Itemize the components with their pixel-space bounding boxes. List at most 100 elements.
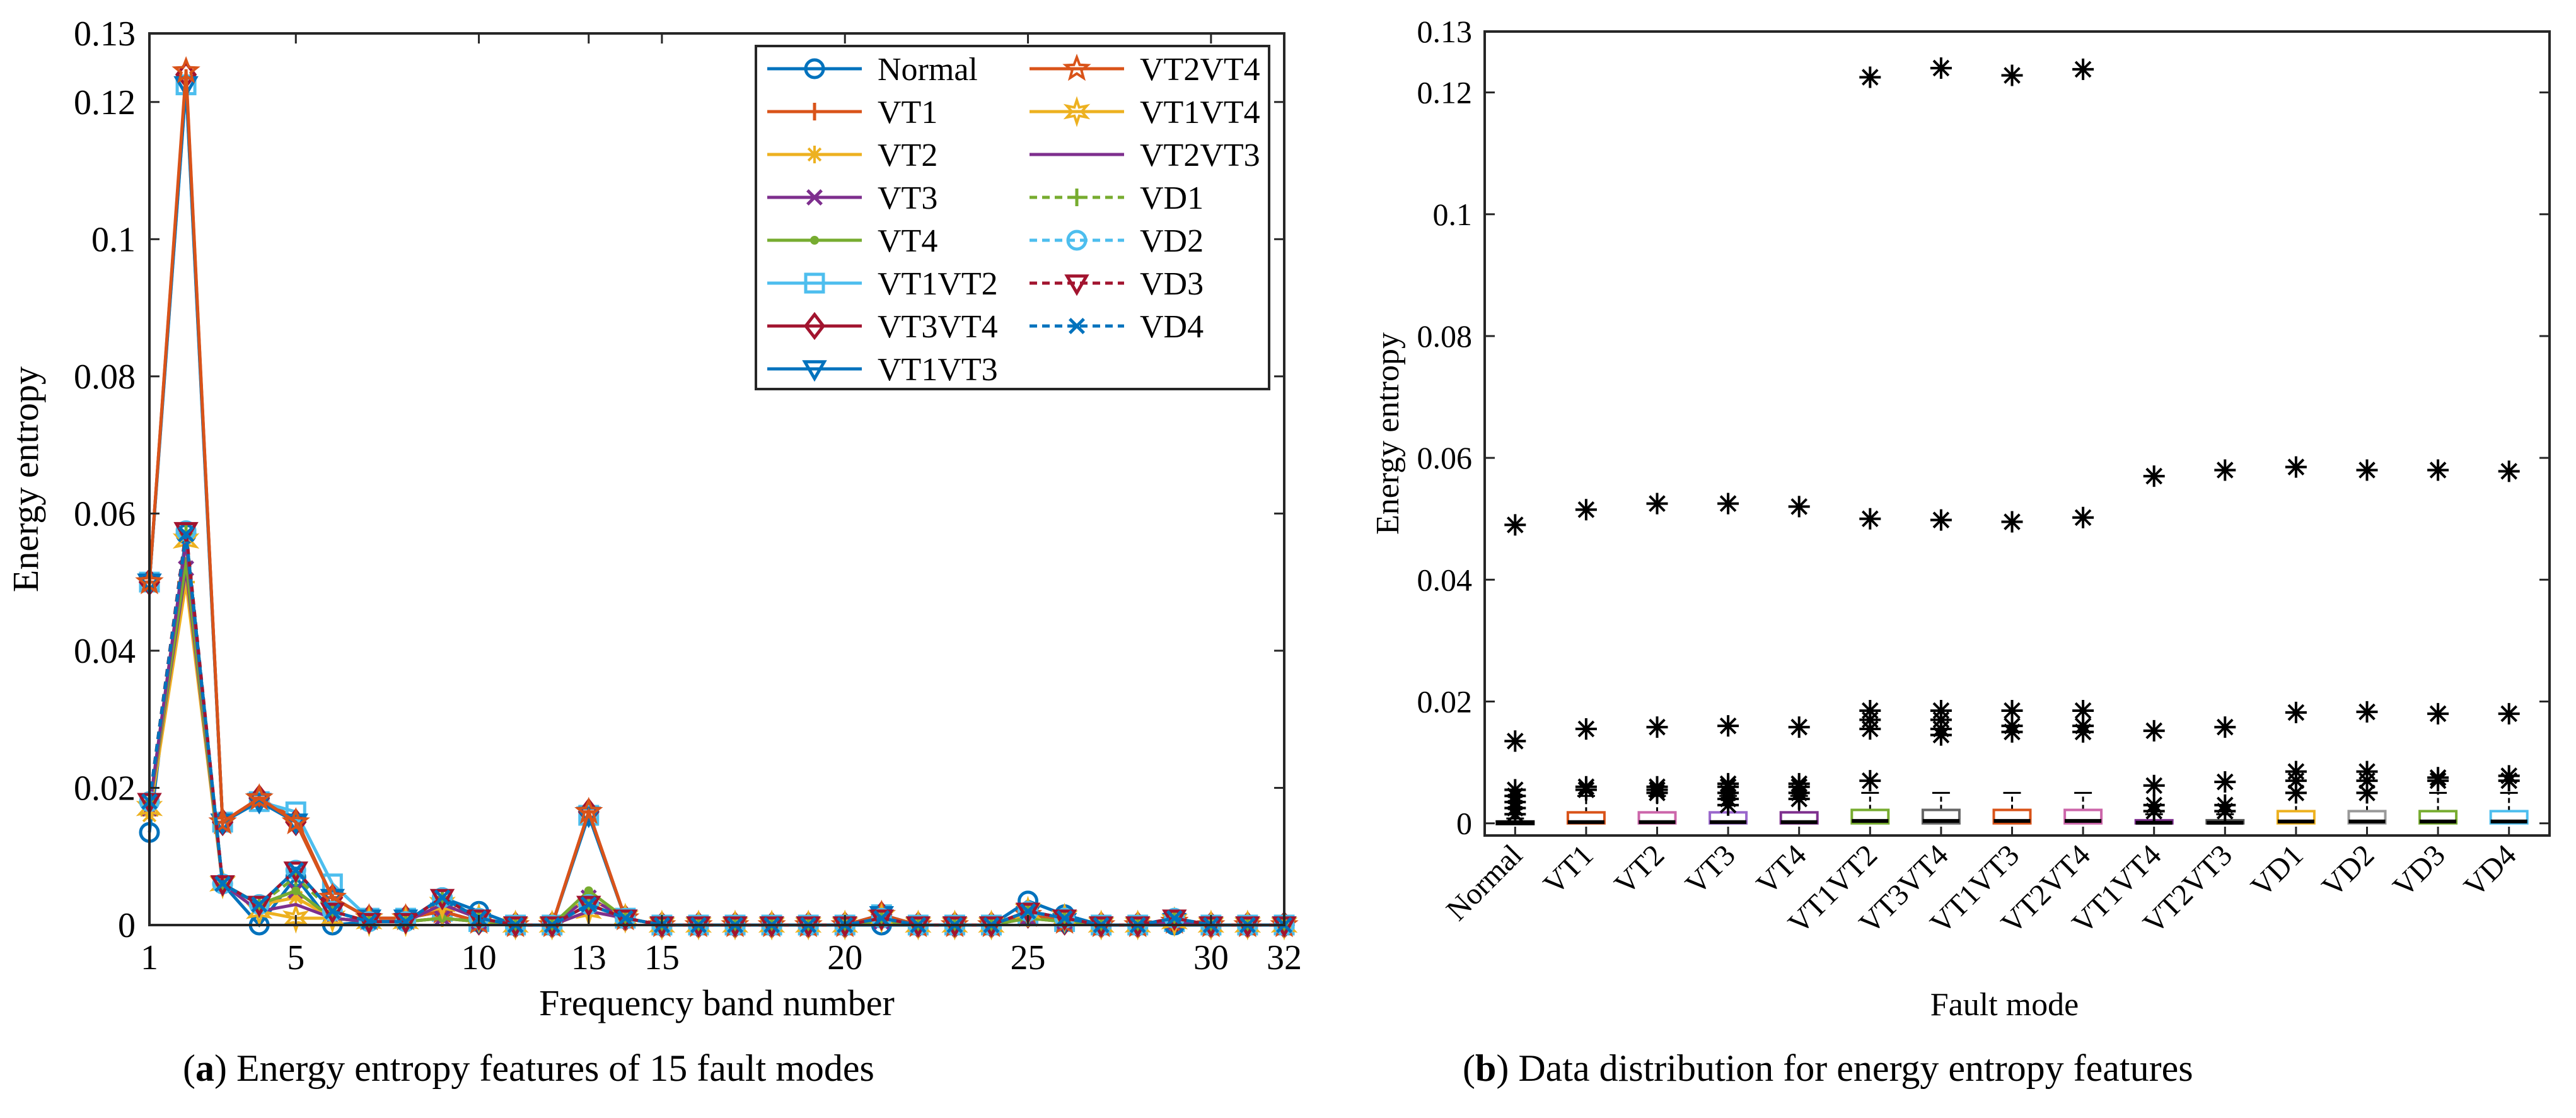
outlier [1788,496,1810,518]
x-tick-label: Normal [1440,838,1529,927]
data-point [617,910,634,927]
outlier [1646,716,1668,738]
outlier [2072,58,2094,80]
outlier [1575,718,1597,740]
box-vt2vt3 [2205,459,2245,825]
legend-entry-vt3: VT3 [767,180,937,216]
y-tick-label: 0 [1456,806,1472,841]
outlier [2498,460,2520,482]
caption-b-label: b [1475,1047,1497,1089]
y-tick-label: 0.08 [1417,318,1473,354]
legend-entry-vd2: VD2 [1030,223,1204,259]
legend-marker [810,236,819,245]
legend: NormalVT1VT2VT3VT4VT1VT2VT3VT4VT1VT3VT2V… [755,45,1270,390]
legend-label: VT3VT4 [878,309,998,345]
y-tick-label: 0.04 [1417,562,1473,597]
outlier [2143,719,2165,742]
legend-label: VD4 [1140,309,1204,345]
box-vt4 [1779,496,1819,825]
outlier [2001,699,2023,721]
legend-entry-vt1vt3: VT1VT3 [767,352,998,388]
y-tick-label: 0.04 [74,632,136,671]
y-tick-label: 0.02 [74,769,136,808]
legend-marker [1069,318,1085,334]
data-point [287,862,305,878]
legend-entry-vt1: VT1 [767,95,937,131]
outlier [2072,721,2094,743]
y-tick-label: 0.12 [74,83,136,122]
legend-box [755,45,1270,390]
data-point [283,861,308,883]
outlier [1788,716,1810,738]
data-point [324,903,341,920]
legend-entry-vt4: VT4 [767,223,937,259]
x-tick-label: VD2 [2316,838,2381,903]
x-tick-label: 20 [827,938,862,977]
plot-area [1485,32,2550,836]
data-point [1052,909,1077,931]
legend-marker [1064,274,1089,296]
data-point [397,913,414,930]
outlier [2072,699,2094,721]
legend-label: VT1VT4 [1140,95,1260,131]
legend-entry-vd4: VD4 [1030,309,1204,345]
legend-marker [804,272,825,294]
outlier [2143,800,2165,822]
legend-marker [1068,189,1086,206]
data-point [574,796,603,824]
x-tick-label: VT4 [1750,838,1813,901]
data-point [178,526,195,542]
data-point [1125,916,1151,938]
data-point [434,889,451,906]
data-point [282,902,310,934]
y-tick-label: 0 [118,906,136,945]
legend-label: VT1VT3 [878,352,998,388]
y-axis-label: Energy entropy [1370,332,1406,535]
legend-marker [806,189,823,206]
x-tick-label: 32 [1267,938,1302,977]
box-vt1vt2 [1850,66,1890,825]
outlier [2001,64,2023,86]
data-point [1166,910,1183,927]
caption-b: (b) Data distribution for energy entropy… [1463,1047,2193,1089]
outlier [2498,702,2520,725]
x-tick-label: 25 [1011,938,1046,977]
box-normal [1495,514,1535,825]
legend-marker [802,360,827,382]
legend-label: VD2 [1140,223,1204,259]
x-tick-label: 5 [287,938,305,977]
outlier [1859,770,1881,792]
y-tick-label: 0.02 [1417,684,1473,719]
caption-a-label: a [195,1047,214,1089]
axes-box [1483,30,2551,837]
outlier [2427,459,2449,481]
outlier [2214,771,2236,793]
legend-label: VT4 [878,223,937,259]
outlier [1575,499,1597,521]
x-tick-label: VD1 [2244,838,2309,903]
outlier [1930,724,1952,746]
outlier [2214,716,2236,738]
box-vt1vt3 [1992,64,2032,825]
data-point [214,875,231,892]
legend-label: VT2VT4 [1140,52,1260,88]
data-point [173,521,199,544]
x-axis-label: Frequency band number [539,982,895,1023]
data-point [251,896,268,913]
outlier [2143,465,2165,487]
outlier [2498,770,2520,792]
legend-marker [1063,96,1091,127]
y-tick-label: 0.1 [1433,197,1473,232]
outlier [1859,508,1881,530]
legend-label: VT1VT2 [878,266,998,302]
outlier [2285,782,2307,804]
data-point [291,886,301,895]
x-tick-label: 15 [644,938,680,977]
legend-entry-vt3vt4: VT3VT4 [767,309,998,345]
outlier [1717,492,1739,515]
legend-label: Normal [878,52,978,88]
legend-marker [1066,230,1088,251]
legend-entry-vt2vt3: VT2VT3 [1030,137,1260,173]
y-tick-label: 0.1 [91,220,136,259]
x-tick-label: 30 [1193,938,1229,977]
